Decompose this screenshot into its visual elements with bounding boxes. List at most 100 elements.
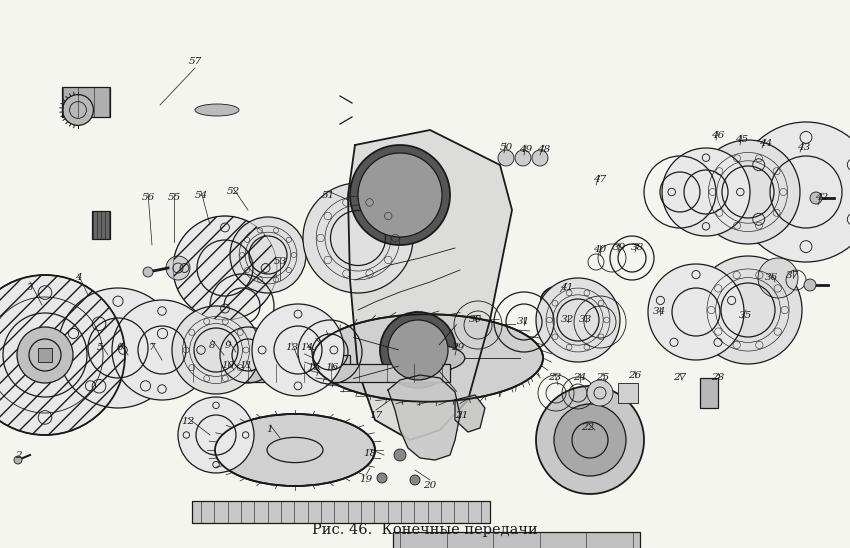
Polygon shape bbox=[388, 375, 460, 460]
Ellipse shape bbox=[313, 315, 543, 402]
Bar bbox=[185, 363, 450, 381]
Text: 33: 33 bbox=[580, 316, 592, 324]
Text: 32: 32 bbox=[561, 316, 575, 324]
Text: 14: 14 bbox=[300, 344, 314, 352]
Bar bbox=[40, 355, 350, 375]
Circle shape bbox=[498, 150, 514, 166]
Text: 9: 9 bbox=[224, 340, 231, 350]
Text: 19: 19 bbox=[360, 476, 372, 484]
Bar bbox=[618, 383, 638, 403]
Text: 51: 51 bbox=[321, 191, 335, 201]
Text: Рис. 46.  Конечные передачи: Рис. 46. Конечные передачи bbox=[312, 523, 538, 537]
Text: 53: 53 bbox=[274, 258, 286, 266]
Text: 46: 46 bbox=[711, 132, 724, 140]
Circle shape bbox=[662, 148, 750, 236]
Circle shape bbox=[303, 183, 413, 293]
Circle shape bbox=[178, 397, 254, 473]
Text: 6: 6 bbox=[116, 344, 123, 352]
Text: 37: 37 bbox=[786, 271, 800, 279]
Ellipse shape bbox=[195, 104, 239, 116]
Text: 15: 15 bbox=[308, 363, 320, 373]
Text: 18: 18 bbox=[363, 449, 377, 459]
Text: 38: 38 bbox=[632, 243, 644, 253]
Text: 50: 50 bbox=[499, 144, 513, 152]
Bar bbox=[393, 532, 640, 548]
Circle shape bbox=[810, 192, 822, 204]
Circle shape bbox=[394, 449, 406, 461]
Text: 48: 48 bbox=[537, 146, 551, 155]
Text: 17: 17 bbox=[370, 410, 382, 420]
Circle shape bbox=[166, 256, 190, 280]
Text: 42: 42 bbox=[815, 193, 829, 203]
Text: 23: 23 bbox=[548, 374, 562, 383]
Circle shape bbox=[648, 264, 744, 360]
Text: 52: 52 bbox=[226, 187, 240, 197]
Text: 24: 24 bbox=[574, 374, 586, 383]
Circle shape bbox=[536, 386, 644, 494]
Text: 49: 49 bbox=[519, 146, 533, 155]
Text: 2: 2 bbox=[14, 452, 21, 460]
Circle shape bbox=[536, 278, 620, 362]
Text: 29: 29 bbox=[451, 344, 465, 352]
Circle shape bbox=[230, 217, 306, 293]
Text: 36: 36 bbox=[765, 273, 779, 283]
Text: 11: 11 bbox=[240, 362, 252, 370]
Text: 31: 31 bbox=[518, 317, 530, 327]
Text: 47: 47 bbox=[593, 175, 607, 185]
Text: 34: 34 bbox=[654, 307, 666, 317]
Bar bbox=[38, 348, 52, 362]
Circle shape bbox=[554, 404, 626, 476]
Circle shape bbox=[388, 320, 448, 380]
Polygon shape bbox=[348, 130, 512, 440]
Circle shape bbox=[17, 327, 73, 383]
Circle shape bbox=[252, 304, 344, 396]
Text: 20: 20 bbox=[423, 481, 437, 489]
Text: 45: 45 bbox=[735, 135, 749, 145]
Text: 27: 27 bbox=[673, 374, 687, 383]
Text: 8: 8 bbox=[209, 340, 215, 350]
Text: 13: 13 bbox=[286, 344, 298, 352]
Text: 1: 1 bbox=[267, 425, 274, 435]
Text: 3: 3 bbox=[26, 283, 33, 292]
Bar bbox=[62, 87, 110, 117]
Bar bbox=[700, 378, 718, 408]
Circle shape bbox=[14, 456, 22, 464]
Circle shape bbox=[532, 150, 548, 166]
Circle shape bbox=[587, 380, 613, 406]
Text: 7: 7 bbox=[149, 344, 156, 352]
Circle shape bbox=[696, 140, 800, 244]
Circle shape bbox=[350, 145, 450, 245]
Text: 41: 41 bbox=[560, 283, 574, 293]
Circle shape bbox=[410, 475, 420, 485]
Text: 10: 10 bbox=[221, 362, 235, 370]
Bar bbox=[92, 211, 110, 239]
Text: 21: 21 bbox=[456, 412, 468, 420]
Ellipse shape bbox=[391, 344, 465, 372]
Circle shape bbox=[736, 122, 850, 262]
Circle shape bbox=[758, 258, 798, 298]
Circle shape bbox=[143, 267, 153, 277]
Bar bbox=[192, 501, 490, 523]
Text: 22: 22 bbox=[581, 424, 595, 432]
Text: 40: 40 bbox=[593, 246, 607, 254]
Circle shape bbox=[804, 279, 816, 291]
Text: 28: 28 bbox=[711, 374, 724, 383]
Polygon shape bbox=[455, 395, 485, 432]
Circle shape bbox=[58, 288, 178, 408]
Text: 35: 35 bbox=[740, 311, 752, 319]
Text: 30: 30 bbox=[469, 316, 483, 324]
Circle shape bbox=[377, 473, 387, 483]
Text: 55: 55 bbox=[167, 193, 180, 203]
Text: 16: 16 bbox=[326, 363, 338, 373]
Circle shape bbox=[63, 95, 94, 125]
Circle shape bbox=[112, 300, 212, 400]
Text: 54: 54 bbox=[195, 191, 207, 201]
Text: 12: 12 bbox=[181, 418, 195, 426]
Text: 43: 43 bbox=[797, 144, 811, 152]
Circle shape bbox=[358, 153, 442, 237]
Circle shape bbox=[0, 275, 125, 435]
Text: 5: 5 bbox=[97, 344, 104, 352]
Ellipse shape bbox=[215, 414, 375, 486]
Text: 25: 25 bbox=[597, 374, 609, 383]
Text: 39: 39 bbox=[614, 243, 626, 253]
